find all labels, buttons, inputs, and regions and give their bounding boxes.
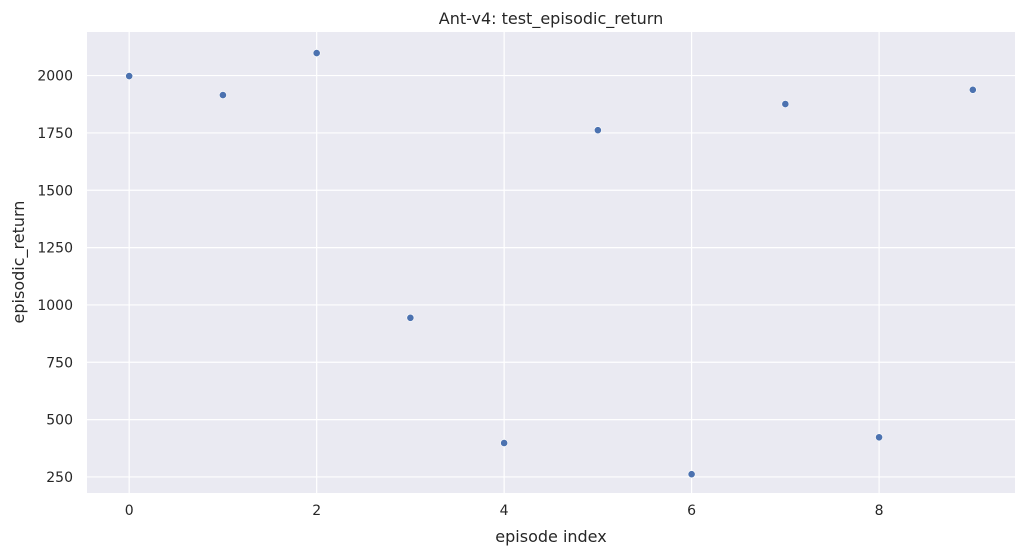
- data-point: [312, 49, 321, 58]
- x-tick-label: 6: [687, 503, 696, 519]
- x-axis-ticks: 0 2 4 6 8: [125, 503, 884, 519]
- chart-title: Ant-v4: test_episodic_return: [439, 9, 663, 29]
- data-point: [593, 126, 602, 135]
- y-tick-label: 2000: [37, 69, 73, 85]
- y-tick-label: 1500: [37, 183, 73, 199]
- y-tick-label: 750: [46, 355, 73, 371]
- grid-lines: [87, 32, 1015, 493]
- data-point: [968, 85, 977, 94]
- plot-area: [87, 32, 1015, 493]
- y-tick-label: 500: [46, 413, 73, 429]
- data-point: [406, 313, 415, 322]
- data-point: [219, 91, 227, 99]
- data-point: [125, 72, 134, 80]
- y-tick-label: 1750: [37, 126, 73, 142]
- x-tick-label: 4: [500, 503, 509, 519]
- data-point: [500, 439, 509, 447]
- x-tick-label: 8: [875, 503, 884, 519]
- data-point: [781, 100, 790, 108]
- data-points: [125, 49, 977, 479]
- x-tick-label: 0: [125, 503, 134, 519]
- y-tick-label: 1000: [37, 298, 73, 314]
- y-axis-ticks: 250 500 750 1000 1250 1500 1750 2000: [37, 69, 73, 486]
- y-axis-label: episodic_return: [9, 201, 29, 324]
- x-tick-label: 2: [312, 503, 321, 519]
- data-point: [687, 470, 696, 479]
- y-tick-label: 1250: [37, 241, 73, 257]
- data-point: [875, 433, 883, 442]
- y-tick-label: 250: [46, 470, 73, 486]
- x-axis-label: episode index: [495, 527, 606, 546]
